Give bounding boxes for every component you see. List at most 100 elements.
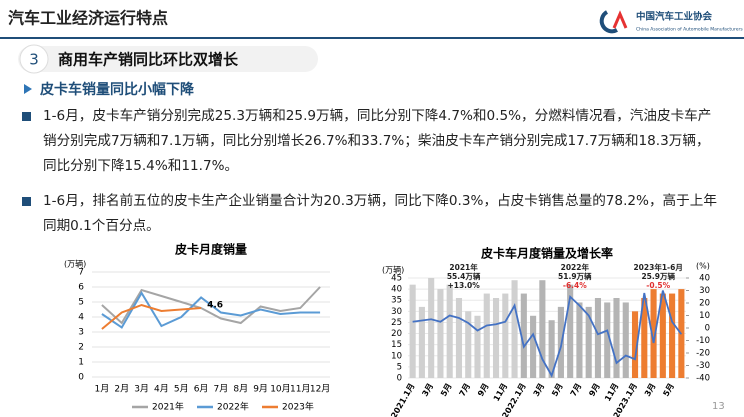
annotation: -6.4% <box>563 281 587 290</box>
bar <box>520 293 527 378</box>
y-tick-label: 4 <box>78 313 84 323</box>
x-tick-label: 12月 <box>310 384 330 395</box>
legend-label: 2022年 <box>217 401 249 413</box>
y2-tick-label: -30 <box>696 361 710 371</box>
bar <box>446 284 453 378</box>
bar <box>530 315 537 378</box>
logo-icon-red <box>612 10 628 29</box>
y2-tick-label: 40 <box>699 274 710 284</box>
series-line <box>101 291 321 329</box>
x-tick-label: 5月 <box>174 384 189 395</box>
x-tick-label: 9月 <box>253 384 268 395</box>
bar <box>604 302 611 378</box>
y-tick-label: 20 <box>391 329 402 339</box>
logo-cn: 中国汽车工业协会 <box>636 11 713 23</box>
page-number: 13 <box>712 401 725 412</box>
y-tick-label: 25 <box>391 318 402 328</box>
bar <box>567 284 574 378</box>
bar <box>613 298 620 378</box>
section-bg <box>18 46 318 72</box>
x-tick-label: 7月 <box>569 382 584 398</box>
x-tick-label: 5月 <box>550 382 565 398</box>
y-tick-label: 5 <box>78 298 84 308</box>
header-title: 汽车工业经济运行特点 <box>8 9 168 28</box>
bullet: 1-6月，排名前五位的皮卡生产企业销量合计为20.3万辆，同比下降0.3%，占皮… <box>22 189 722 239</box>
bar <box>631 311 639 378</box>
y-tick-label: 1 <box>78 358 84 368</box>
y-tick-label: 0 <box>397 374 402 384</box>
bar <box>641 298 648 378</box>
x-tick-label: 10月 <box>270 384 290 395</box>
x-tick-label: 4月 <box>154 384 169 395</box>
section-title: 商用车产销同比环比双增长 <box>58 51 239 69</box>
x-tick-label: 3月 <box>643 382 658 398</box>
bullet: 1-6月，皮卡车产销分别完成25.3万辆和25.9万辆，同比分别下降4.7%和0… <box>22 104 722 179</box>
y-tick-label: 10 <box>391 351 402 361</box>
section-badge <box>19 44 49 74</box>
annotation: 51.9万辆 <box>558 271 592 281</box>
bar <box>650 289 657 378</box>
y-tick-label: 30 <box>391 307 402 317</box>
bar <box>428 278 435 378</box>
series-line <box>101 303 202 330</box>
x-tick-label: 6月 <box>194 384 209 395</box>
x-tick-label: 11月 <box>492 382 509 403</box>
bar <box>483 293 490 378</box>
series-line <box>101 286 321 325</box>
bar <box>474 315 481 378</box>
bar <box>659 293 666 378</box>
x-tick-label: 5月 <box>439 382 454 398</box>
bullet-text: 1-6月，排名前五位的皮卡生产企业销量合计为20.3万辆，同比下降0.3%，占皮… <box>43 193 717 234</box>
x-tick-label: 1月 <box>95 384 110 395</box>
x-tick-label: 3月 <box>420 382 435 398</box>
bar <box>576 302 583 378</box>
bar <box>492 298 500 378</box>
x-tick-label: 3月 <box>134 384 149 395</box>
y2-tick-label: 10 <box>699 311 710 321</box>
legend-label: 2023年 <box>282 401 314 413</box>
y-tick-label: 3 <box>78 328 84 338</box>
bar <box>594 298 602 378</box>
bar <box>669 293 676 378</box>
growth-line <box>412 290 683 378</box>
bar <box>622 302 629 378</box>
x-tick-label: 2月 <box>114 384 129 395</box>
chart-title: 皮卡月度销量 <box>174 242 247 257</box>
x-tick-label: 11月 <box>603 382 620 403</box>
header-bg <box>0 0 744 38</box>
bar <box>585 306 592 378</box>
y-axis-label: (万辆) <box>382 265 404 275</box>
bar <box>465 311 472 378</box>
x-tick-label: 9月 <box>587 382 602 398</box>
bar <box>548 320 555 378</box>
bar <box>437 289 444 378</box>
subheading: 皮卡车销量同比小幅下降 <box>39 81 195 98</box>
bar <box>455 298 463 378</box>
y-tick-label: 35 <box>391 296 402 306</box>
x-tick-label: 2021.1月 <box>389 382 416 417</box>
bar <box>511 280 518 378</box>
y-tick-label: 0 <box>78 373 84 383</box>
y-tick-label: 15 <box>391 340 402 350</box>
annotation: -0.5% <box>646 281 670 290</box>
y2-tick-label: 20 <box>699 299 710 309</box>
y-axis-label: (万辆) <box>64 259 86 269</box>
x-tick-label: 9月 <box>476 382 491 398</box>
y-tick-label: 5 <box>397 362 402 372</box>
annotation: 55.4万辆 <box>447 271 481 281</box>
y2-tick-label: -10 <box>696 336 710 346</box>
x-tick-label: 7月 <box>458 382 473 398</box>
annotation: 4.6 <box>207 301 223 311</box>
logo-en: China Association of Automobile Manufact… <box>636 27 743 33</box>
bar <box>418 306 425 378</box>
y2-tick-label: -20 <box>696 349 710 359</box>
chart-title: 皮卡车月度销量及增长率 <box>480 246 613 261</box>
annotation: +13.0% <box>447 281 480 290</box>
y2-tick-label: -40 <box>696 374 710 384</box>
y-tick-label: 6 <box>78 283 84 293</box>
sub-arrow <box>24 84 32 94</box>
y2-tick-label: 30 <box>699 286 710 296</box>
x-tick-label: 8月 <box>233 384 248 395</box>
